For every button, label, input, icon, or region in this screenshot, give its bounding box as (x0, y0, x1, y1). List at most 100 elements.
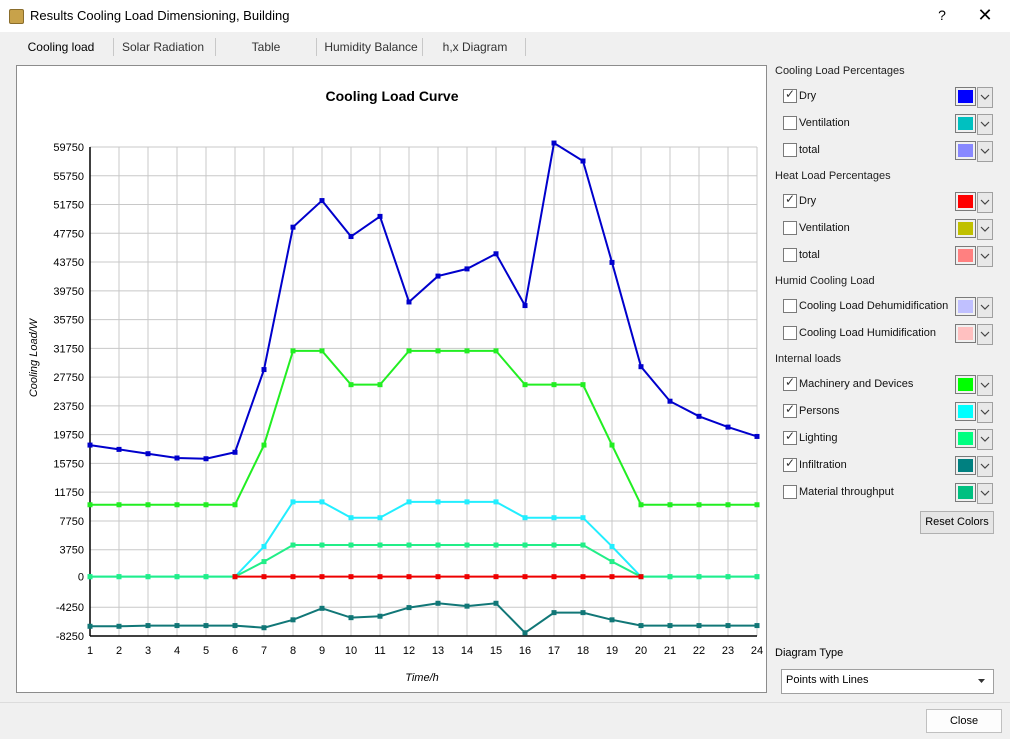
tab-hx-diagram[interactable]: h,x Diagram (442, 40, 508, 54)
y-tick-label: 39750 (53, 286, 84, 298)
data-point-infiltration (493, 600, 499, 606)
series-line-dry (89, 141, 758, 460)
color-dropdown-persons[interactable] (977, 402, 993, 423)
checkbox-lighting[interactable]: ✓ (783, 429, 797, 445)
chevron-down-icon (980, 199, 990, 205)
tab-solar-radiation[interactable]: Solar Radiation (121, 40, 205, 54)
color-fill (958, 144, 973, 157)
data-point-lighting (435, 542, 441, 548)
checkbox-cooling-load-dehumidification[interactable] (783, 299, 797, 313)
y-tick-label: 59750 (53, 142, 84, 154)
x-tick-label: 21 (664, 645, 676, 657)
color-fill (958, 327, 973, 340)
color-swatch-ventilation[interactable] (955, 219, 976, 238)
data-point-persons (319, 499, 325, 505)
y-tick-label: 51750 (53, 200, 84, 212)
checkmark-icon: ✓ (785, 192, 796, 206)
x-tick-label: 15 (490, 645, 502, 657)
checkbox-machinery-and-devices[interactable]: ✓ (783, 375, 797, 391)
color-dropdown-total[interactable] (977, 141, 993, 162)
data-point-persons (290, 499, 296, 505)
data-point-lighting (580, 542, 586, 548)
cooling-load-chart: -8250 -4250 0 3750 7750 11750 15750 19750 23750 2… (28, 88, 763, 684)
color-swatch-cooling-load-dehumidification[interactable] (955, 297, 976, 316)
data-point-lighting (609, 559, 615, 565)
color-dropdown-cooling-load-dehumidification[interactable] (977, 297, 993, 318)
close-button[interactable]: Close (926, 709, 1002, 733)
checkbox-total[interactable] (783, 248, 797, 262)
color-swatch-total[interactable] (955, 246, 976, 265)
color-swatch-machinery-and-devices[interactable] (955, 375, 976, 394)
x-tick-label: 11 (374, 645, 385, 657)
data-point-machinery-and-devices (522, 382, 528, 388)
color-dropdown-ventilation[interactable] (977, 114, 993, 135)
color-dropdown-machinery-and-devices[interactable] (977, 375, 993, 396)
diagram-type-value: Points with Lines (786, 674, 869, 686)
data-point-dry (406, 574, 412, 580)
tab-divider (422, 38, 423, 56)
color-dropdown-lighting[interactable] (977, 429, 993, 450)
color-swatch-ventilation[interactable] (955, 114, 976, 133)
color-swatch-persons[interactable] (955, 402, 976, 421)
color-dropdown-dry[interactable] (977, 87, 993, 108)
group-title: Cooling Load Percentages (775, 65, 905, 77)
data-point-dry (116, 446, 122, 452)
data-point-dry (580, 158, 586, 164)
checkbox-ventilation[interactable] (783, 221, 797, 235)
color-swatch-material-throughput[interactable] (955, 483, 976, 502)
checkbox-dry[interactable]: ✓ (783, 87, 797, 103)
data-point-machinery-and-devices (406, 348, 412, 354)
x-tick-label: 22 (693, 645, 705, 657)
help-button[interactable]: ? (938, 7, 946, 23)
diagram-type-select[interactable]: Points with Lines (781, 669, 994, 694)
data-point-machinery-and-devices (493, 348, 499, 354)
data-point-machinery-and-devices (551, 382, 557, 388)
data-point-dry (754, 433, 760, 439)
data-point-dry (261, 574, 267, 580)
checkbox-material-throughput[interactable] (783, 485, 797, 499)
checkbox-persons[interactable]: ✓ (783, 402, 797, 418)
checkbox-infiltration[interactable]: ✓ (783, 456, 797, 472)
tab-humidity-balance[interactable]: Humidity Balance (324, 40, 418, 54)
data-point-infiltration (609, 617, 615, 623)
data-point-machinery-and-devices (87, 502, 93, 508)
color-dropdown-material-throughput[interactable] (977, 483, 993, 504)
tab-cooling-load[interactable]: Cooling load (20, 36, 102, 58)
color-swatch-lighting[interactable] (955, 429, 976, 448)
color-swatch-dry[interactable] (955, 192, 976, 211)
checkbox-label: total (799, 144, 820, 156)
color-dropdown-total[interactable] (977, 246, 993, 267)
checkbox-total[interactable] (783, 143, 797, 157)
y-tick-label: 19750 (53, 430, 84, 442)
data-point-dry (522, 574, 528, 580)
color-swatch-total[interactable] (955, 141, 976, 160)
color-swatch-cooling-load-humidification[interactable] (955, 324, 976, 343)
checkbox-ventilation[interactable] (783, 116, 797, 130)
checkbox-label: Machinery and Devices (799, 378, 914, 390)
data-point-machinery-and-devices (203, 502, 209, 508)
checkbox-cooling-load-humidification[interactable] (783, 326, 797, 340)
checkbox-dry[interactable]: ✓ (783, 192, 797, 208)
chevron-down-icon (978, 679, 985, 683)
window-close-icon[interactable]: ✕ (977, 5, 993, 25)
color-dropdown-infiltration[interactable] (977, 456, 993, 477)
data-point-infiltration (261, 625, 267, 631)
checkmark-icon: ✓ (785, 375, 796, 389)
y-tick-label: 47750 (53, 228, 84, 240)
data-point-dry (87, 442, 93, 448)
reset-colors-button[interactable]: Reset Colors (920, 511, 994, 534)
data-point-machinery-and-devices (667, 502, 673, 508)
data-point-dry (290, 224, 296, 230)
tab-table[interactable]: Table (251, 40, 281, 54)
color-swatch-dry[interactable] (955, 87, 976, 106)
color-dropdown-dry[interactable] (977, 192, 993, 213)
data-point-persons (435, 499, 441, 505)
data-point-dry (580, 574, 586, 580)
data-point-dry (609, 259, 615, 265)
color-swatch-infiltration[interactable] (955, 456, 976, 475)
checkbox-label: Dry (799, 90, 817, 102)
color-dropdown-ventilation[interactable] (977, 219, 993, 240)
data-point-infiltration (522, 630, 528, 636)
data-point-dry (232, 449, 238, 455)
color-dropdown-cooling-load-humidification[interactable] (977, 324, 993, 345)
